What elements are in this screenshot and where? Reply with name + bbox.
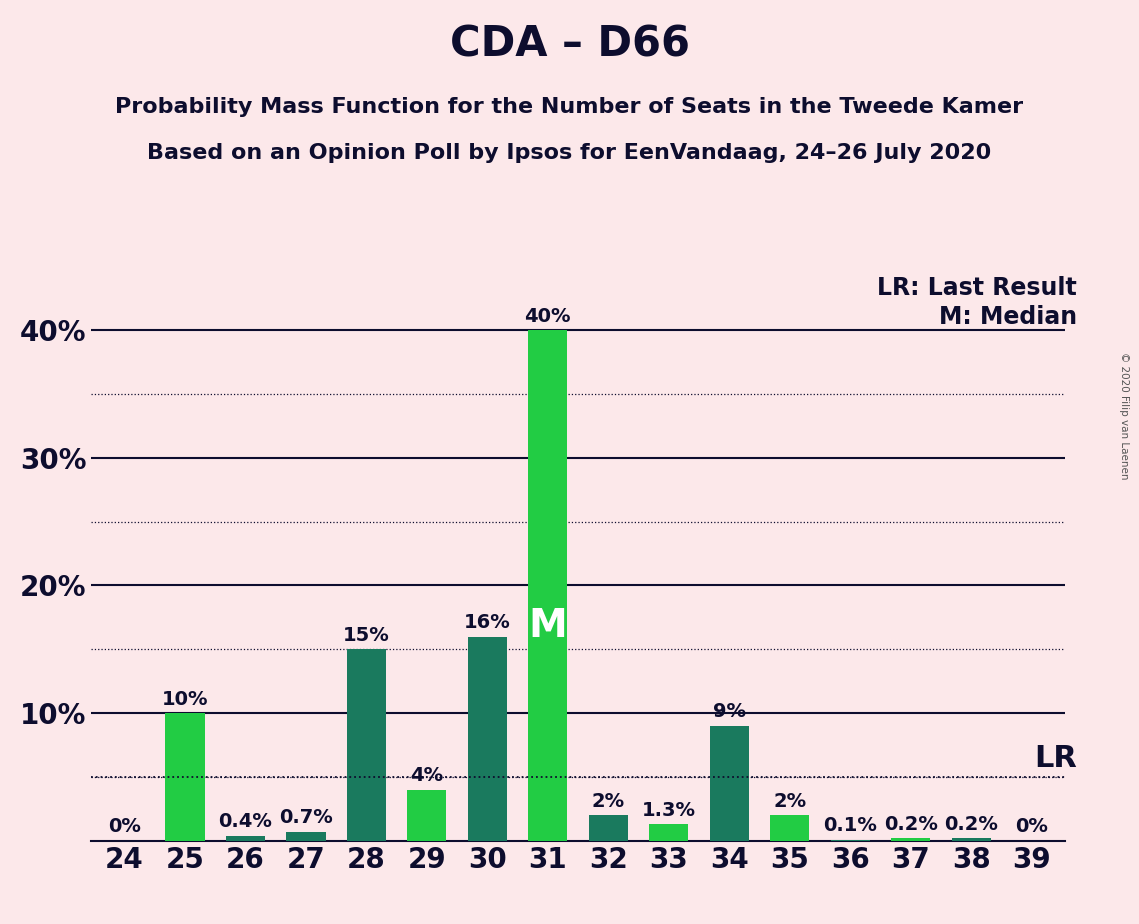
Text: 2%: 2% (773, 792, 806, 811)
Text: CDA – D66: CDA – D66 (450, 23, 689, 65)
Bar (770, 815, 810, 841)
Text: 10%: 10% (162, 689, 208, 709)
Bar (165, 713, 205, 841)
Text: © 2020 Filip van Laenen: © 2020 Filip van Laenen (1120, 352, 1129, 480)
Text: Based on an Opinion Poll by Ipsos for EenVandaag, 24–26 July 2020: Based on an Opinion Poll by Ipsos for Ee… (147, 143, 992, 164)
Text: 0.1%: 0.1% (823, 816, 877, 835)
Text: 0.4%: 0.4% (219, 812, 272, 832)
Text: 0%: 0% (1015, 818, 1048, 836)
Text: 0.7%: 0.7% (279, 808, 333, 827)
Text: 0.2%: 0.2% (884, 815, 937, 833)
Text: M: M (528, 607, 567, 645)
Bar (528, 330, 567, 841)
Text: 4%: 4% (410, 766, 443, 785)
Text: LR: Last Result: LR: Last Result (877, 276, 1077, 300)
Text: 1.3%: 1.3% (641, 801, 696, 820)
Text: 16%: 16% (464, 613, 510, 632)
Text: 0%: 0% (108, 818, 141, 836)
Bar (649, 824, 688, 841)
Bar (589, 815, 628, 841)
Bar (710, 726, 749, 841)
Bar (407, 790, 446, 841)
Text: 2%: 2% (592, 792, 625, 811)
Bar (951, 838, 991, 841)
Text: 0.2%: 0.2% (944, 815, 998, 833)
Text: 40%: 40% (525, 307, 571, 325)
Text: M: Median: M: Median (939, 305, 1077, 329)
Bar (468, 637, 507, 841)
Text: 9%: 9% (713, 702, 746, 722)
Bar (286, 832, 326, 841)
Bar (346, 650, 386, 841)
Bar (830, 840, 870, 841)
Text: 15%: 15% (343, 626, 390, 645)
Bar (891, 838, 931, 841)
Bar (226, 835, 265, 841)
Text: LR: LR (1034, 744, 1077, 773)
Text: Probability Mass Function for the Number of Seats in the Tweede Kamer: Probability Mass Function for the Number… (115, 97, 1024, 117)
